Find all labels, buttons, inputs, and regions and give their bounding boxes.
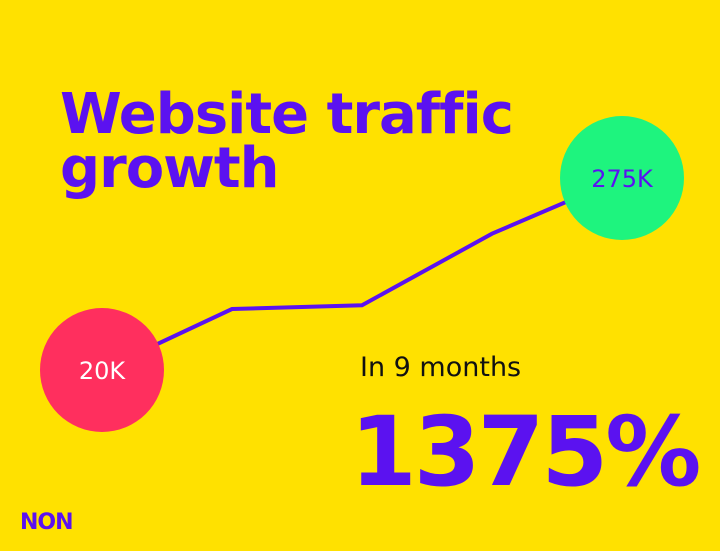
point-bubble <box>560 116 684 240</box>
chart-title: Website traffic growth <box>60 82 514 201</box>
value-label: 275K <box>591 165 654 193</box>
line <box>101 176 623 372</box>
annotation: In 9 months <box>360 352 522 383</box>
logo: NON <box>20 510 74 535</box>
value-label: 20K <box>79 357 127 385</box>
point-bubble <box>40 308 164 432</box>
headline-figure: 1375% <box>350 396 701 508</box>
